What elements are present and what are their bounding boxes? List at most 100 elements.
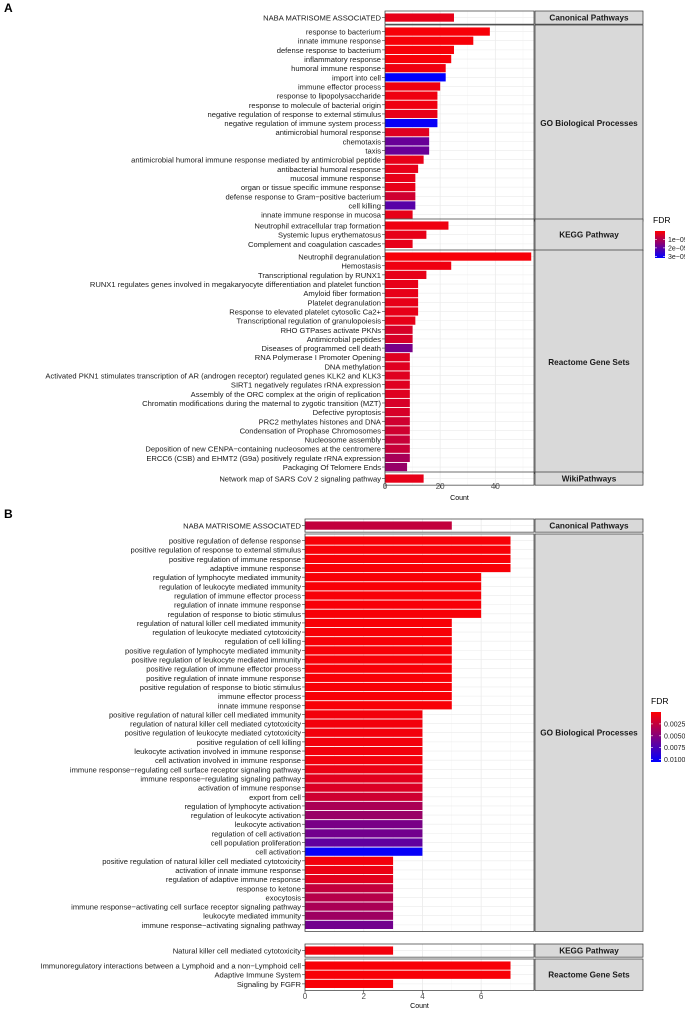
y-tick-label-cell-population-proliferation: cell population proliferation	[211, 839, 301, 848]
y-tick-label-humoral-immune-response: humoral immune response	[291, 64, 381, 73]
facet-strip-label-go-biological-processes: GO Biological Processes	[540, 729, 638, 738]
facet-strip	[534, 943, 644, 958]
legend-title: FDR	[651, 696, 668, 706]
bar-innate-immune-response	[385, 36, 474, 45]
bar-organ-or-tissue-specific-immune-response	[385, 183, 416, 192]
bar-antimicrobial-humoral-immune-response-mediated-by-	[385, 155, 424, 164]
y-tick-label-naba-matrisome-associated: NABA MATRISOME ASSOCIATED	[263, 14, 381, 23]
bar-deposition-of-new-cenpa-containing-nucleosomes-at-	[385, 444, 410, 453]
y-tick-label-ercc6-csb-and-ehmt2-g9a-positively-regulate-rrna-e: ERCC6 (CSB) and EHMT2 (G9a) positively r…	[146, 454, 381, 463]
x-tick-label-20: 20	[436, 482, 445, 491]
y-tick-label-defense-response-to-bacterium: defense response to bacterium	[277, 46, 381, 55]
bar-response-to-molecule-of-bacterial-origin	[385, 100, 438, 109]
bar-natural-killer-cell-mediated-cytotoxicity	[305, 946, 394, 955]
panel-a-group-reactome-gene-sets: Neutrophil degranulationHemostasisTransc…	[45, 249, 644, 474]
x-axis-title: Count	[410, 1003, 429, 1010]
y-tick-label-innate-immune-response: innate immune response	[218, 701, 301, 710]
bar-immune-effector-process	[385, 82, 441, 91]
y-tick-label-antimicrobial-humoral-response: antimicrobial humoral response	[275, 128, 381, 137]
facet-strip	[534, 10, 644, 25]
bar-antimicrobial-humoral-response	[385, 128, 430, 137]
panel-b-group-kegg-pathway: Natural killer cell mediated cytotoxicit…	[173, 943, 644, 958]
y-tick-label-taxis: taxis	[365, 147, 381, 156]
bar-adaptive-immune-response	[305, 563, 511, 573]
bar-dna-methylation	[385, 362, 410, 371]
y-tick-label-regulation-of-natural-killer-cell-mediated-immunit: regulation of natural killer cell mediat…	[137, 619, 301, 628]
bar-cell-activation	[305, 847, 423, 856]
facet-strip	[534, 218, 644, 251]
y-tick-label-inflammatory-response: inflammatory response	[304, 55, 381, 64]
legend-tick-label: 3e−09	[668, 254, 685, 261]
panel-b-legend: FDR 0.0025 0.0050 0.0075 0.0100	[651, 696, 685, 764]
panel-a-label: A	[4, 1, 13, 15]
y-tick-label-immune-response-activating-signaling-pathway: immune response−activating signaling pat…	[142, 921, 302, 930]
bar-neutrophil-degranulation	[385, 252, 532, 261]
y-tick-label-regulation-of-natural-killer-cell-mediated-cytotox: regulation of natural killer cell mediat…	[130, 720, 301, 729]
bar-regulation-of-natural-killer-cell-mediated-immunit	[305, 618, 452, 628]
y-tick-label-rho-gtpases-activate-pkns: RHO GTPases activate PKNs	[281, 326, 382, 335]
y-tick-label-positive-regulation-of-defense-response: positive regulation of defense response	[169, 537, 301, 546]
bar-regulation-of-lymphocyte-activation	[305, 801, 423, 811]
y-tick-label-positive-regulation-of-leukocyte-mediated-immunity: positive regulation of leukocyte mediate…	[131, 656, 301, 665]
bar-ercc6-csb-and-ehmt2-g9a-positively-regulate-rrna-e	[385, 453, 410, 462]
y-tick-label-regulation-of-cell-killing: regulation of cell killing	[225, 637, 301, 646]
y-tick-label-complement-and-coagulation-cascades: Complement and coagulation cascades	[248, 240, 381, 249]
bar-humoral-immune-response	[385, 64, 446, 73]
facet-strip-label-go-biological-processes: GO Biological Processes	[540, 119, 638, 128]
y-tick-label-neutrophil-extracellular-trap-formation: Neutrophil extracellular trap formation	[254, 222, 381, 231]
bar-cell-population-proliferation	[305, 838, 423, 847]
y-tick-label-mucosal-immune-response: mucosal immune response	[290, 174, 381, 183]
bar-regulation-of-natural-killer-cell-mediated-cytotox	[305, 719, 423, 728]
y-tick-label-regulation-of-cell-activation: regulation of cell activation	[212, 829, 302, 838]
legend-tick-label: 0.0075	[664, 745, 685, 752]
y-tick-label-dna-methylation: DNA methylation	[324, 362, 381, 371]
bar-positive-regulation-of-innate-immune-response	[305, 673, 452, 682]
facet-strip-label-reactome-gene-sets: Reactome Gene Sets	[548, 971, 630, 980]
bar-negative-regulation-of-response-to-external-stimul	[385, 109, 438, 119]
bar-mucosal-immune-response	[385, 173, 416, 183]
legend-colorbar	[651, 712, 661, 762]
bar-positive-regulation-of-immune-response	[305, 554, 511, 563]
y-tick-label-leukocyte-activation: leukocyte activation	[235, 820, 301, 829]
x-tick-label-0: 0	[303, 992, 308, 1001]
bar-condensation-of-prophase-chromosomes	[385, 426, 410, 435]
y-tick-label-immune-effector-process: immune effector process	[218, 692, 301, 701]
x-axis-title: Count	[450, 495, 469, 502]
panel-b-group-reactome-gene-sets: Immunoregulatory interactions between a …	[40, 958, 644, 991]
facet-strip	[534, 471, 644, 486]
bar-cell-killing	[385, 201, 416, 210]
facet-strip-label-canonical-pathways: Canonical Pathways	[549, 14, 629, 23]
y-tick-label-immune-response-regulating-signaling-pathway: immune response−regulating signaling pat…	[140, 774, 301, 783]
y-tick-label-activation-of-innate-immune-response: activation of innate immune response	[175, 866, 301, 875]
bar-innate-immune-response-in-mucosa	[385, 210, 413, 219]
bar-naba-matrisome-associated	[385, 13, 454, 22]
bar-inflammatory-response	[385, 54, 452, 64]
y-tick-label-response-to-lipopolysaccharide: response to lipopolysaccharide	[277, 92, 381, 101]
y-tick-label-assembly-of-the-orc-complex-at-the-origin-of-repli: Assembly of the ORC complex at the origi…	[191, 390, 381, 399]
y-tick-label-chemotaxis: chemotaxis	[343, 137, 382, 146]
y-tick-label-export-from-cell: export from cell	[249, 793, 301, 802]
y-tick-label-regulation-of-leukocyte-mediated-immunity: regulation of leukocyte mediated immunit…	[159, 582, 301, 591]
bar-positive-regulation-of-lymphocyte-mediated-immunit	[305, 646, 452, 655]
y-tick-label-cell-activation-involved-in-immune-response: cell activation involved in immune respo…	[155, 756, 301, 765]
bar-positive-regulation-of-cell-killing	[305, 737, 423, 746]
legend-tick-label: 2e−09	[668, 245, 685, 252]
y-tick-label-adaptive-immune-response: adaptive immune response	[210, 564, 301, 573]
bar-immune-response-regulating-cell-surface-receptor-s	[305, 765, 423, 774]
plot-panel-border	[304, 958, 535, 991]
plot-panel-border	[304, 943, 535, 958]
panel-b-group-go-biological-processes: positive regulation of defense response p…	[70, 533, 644, 932]
bar-complement-and-coagulation-cascades	[385, 239, 413, 248]
bar-diseases-of-programmed-cell-death	[385, 343, 413, 353]
bar-assembly-of-the-orc-complex-at-the-origin-of-repli	[385, 389, 410, 398]
legend-tick-label: 1e−09	[668, 237, 685, 244]
y-tick-label-positive-regulation-of-response-to-biotic-stimulus: positive regulation of response to bioti…	[140, 683, 301, 692]
panel-b-chart: B NABA MATRISOME ASSOCIATED Canonical Path…	[4, 507, 685, 1010]
bar-regulation-of-cell-activation	[305, 829, 423, 838]
panel-b-label: B	[4, 507, 13, 521]
y-tick-label-negative-regulation-of-response-to-external-stimul: negative regulation of response to exter…	[208, 110, 382, 119]
x-tick-label-4: 4	[420, 992, 425, 1001]
bar-immune-response-activating-cell-surface-receptor-s	[305, 902, 394, 911]
y-tick-label-cell-killing: cell killing	[349, 201, 382, 210]
